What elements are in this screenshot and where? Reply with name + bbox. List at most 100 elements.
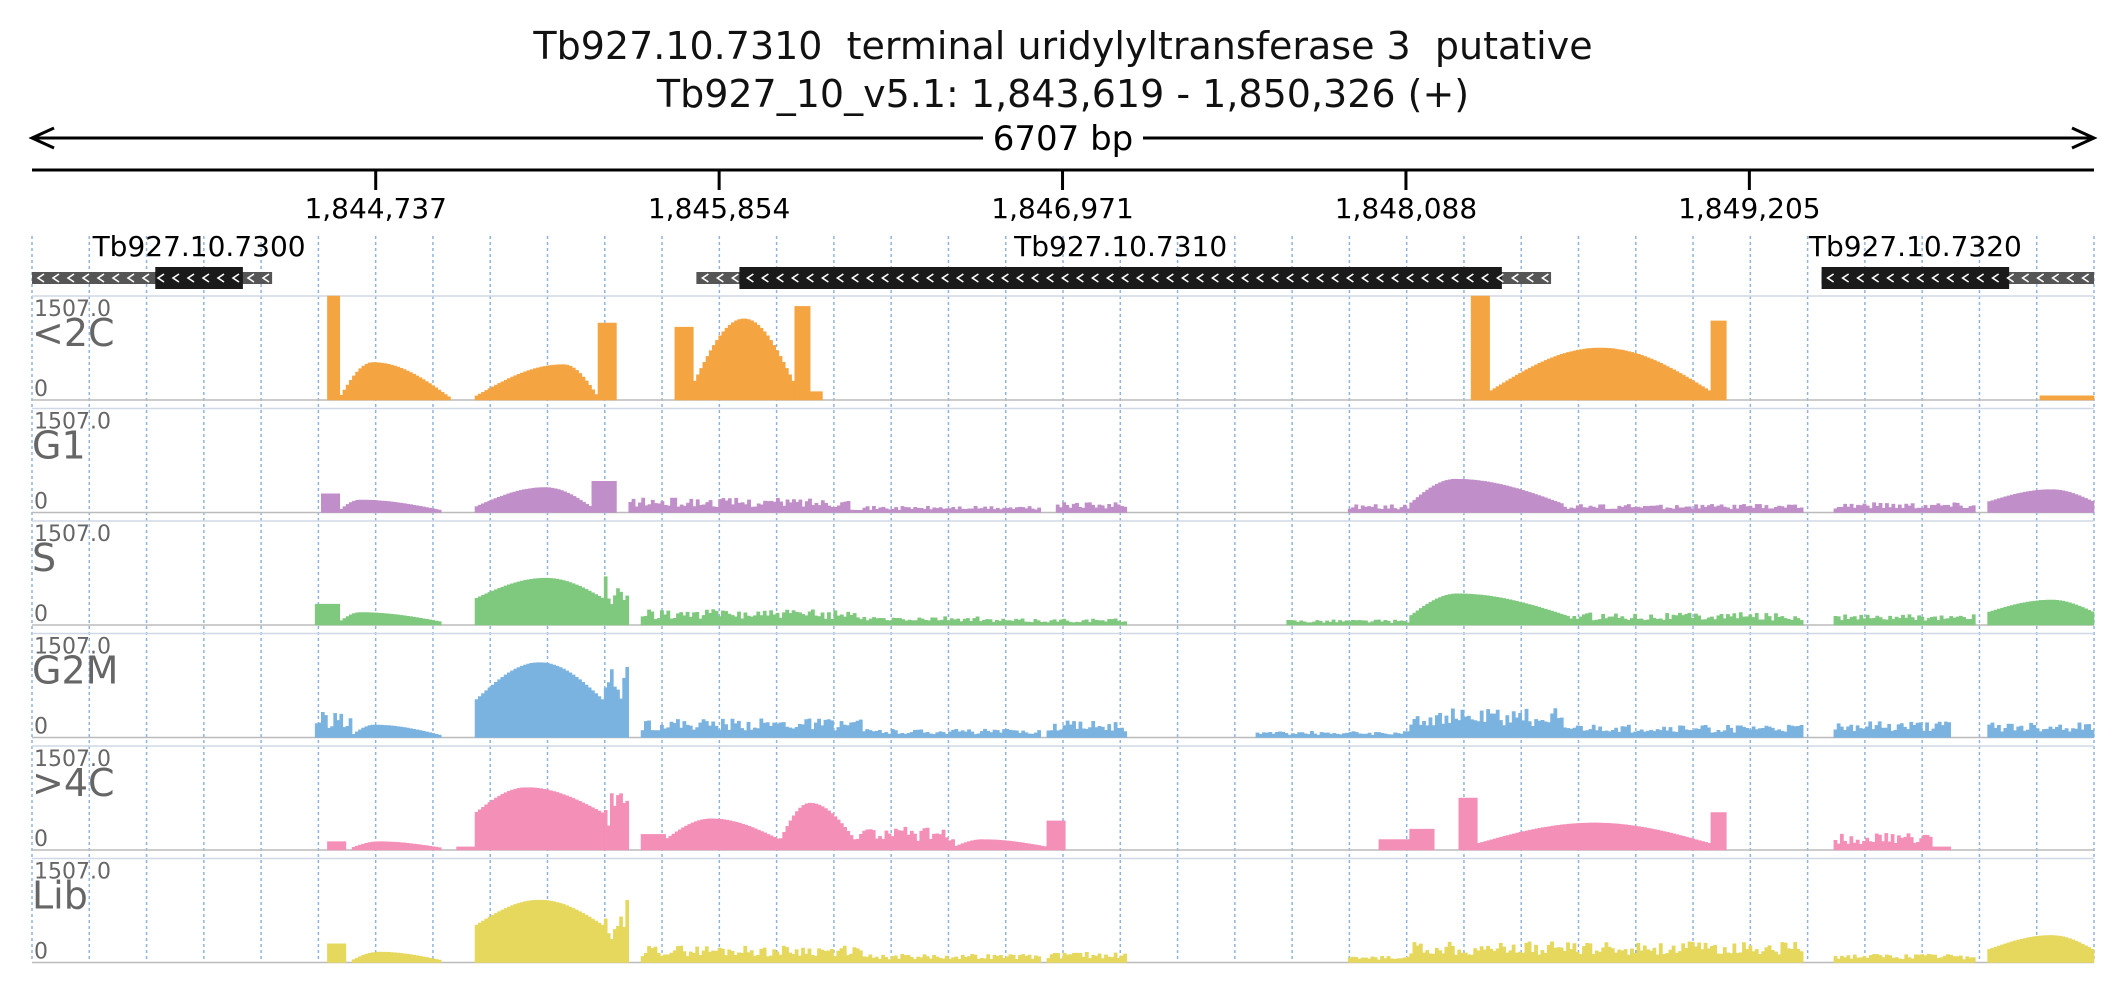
strand-arrow-icon (96, 273, 105, 283)
strand-arrow-icon (895, 273, 904, 283)
strand-arrow-icon (1946, 273, 1955, 283)
ruler-tick-label: 1,848,088 (1335, 192, 1478, 225)
strand-arrow-icon (1961, 273, 1970, 283)
strand-arrow-icon (111, 273, 120, 283)
span-length-label: 6707 bp (993, 119, 1134, 159)
strand-arrow-icon (1015, 273, 1024, 283)
coverage-bar-region (597, 322, 617, 401)
strand-arrow-icon (1435, 273, 1444, 283)
track-name-label: >4C (32, 761, 115, 805)
gene-model: Tb927.10.7300 (32, 230, 306, 289)
coverage-bar-region (327, 841, 347, 851)
strand-arrow-icon (51, 273, 60, 283)
coverage-bar-region (351, 951, 442, 963)
strand-arrow-icon (156, 273, 165, 283)
strand-arrow-icon (790, 273, 799, 283)
strand-arrow-icon (910, 273, 919, 283)
coverage-bar-region (1409, 708, 1564, 738)
track-max-label: 1507.0 (34, 522, 111, 547)
track-min-label: 0 (34, 715, 48, 740)
track-name-label: S (32, 536, 56, 580)
coverage-bar-region (1987, 599, 2095, 626)
coverage-bar-region (978, 618, 1128, 626)
strand-arrow-icon (1240, 273, 1249, 283)
coverage-bar-region (327, 943, 347, 963)
coverage-bar-region (603, 900, 630, 963)
coverage-bar-region (474, 577, 605, 626)
strand-arrow-icon (1931, 273, 1940, 283)
strand-arrow-icon (1330, 273, 1339, 283)
coverage-bar-region (314, 603, 341, 626)
coverage-bar-region (603, 576, 630, 626)
coverage-bar-region (862, 953, 1042, 963)
coverage-bar-region (954, 839, 1048, 851)
strand-arrow-icon (1210, 273, 1219, 283)
strand-arrow-icon (1886, 273, 1895, 283)
coverage-bar-region (855, 826, 955, 851)
strand-arrow-icon (985, 273, 994, 283)
coordinate-ruler: 1,844,737 1,845,854 1,846,971 1,848,088 1,84… (32, 168, 2094, 225)
strand-arrow-icon (81, 273, 90, 283)
strand-arrow-icon (261, 273, 270, 283)
strand-arrow-icon (216, 273, 225, 283)
coverage-bar-region (1409, 478, 1564, 513)
span-indicator: 6707 bp (28, 119, 2098, 159)
strand-arrows (1826, 273, 2090, 283)
strand-arrow-icon (1285, 273, 1294, 283)
track-name-label: G1 (32, 424, 86, 468)
gene-label: Tb927.10.7310 (1013, 230, 1227, 263)
ruler-tick-label: 1,846,971 (991, 192, 1134, 225)
track-name-label: G2M (32, 649, 118, 693)
coverage-bar-region (1987, 489, 2095, 513)
strand-arrow-icon (1405, 273, 1414, 283)
strand-arrow-icon (1045, 273, 1054, 283)
coverage-bar-region (1569, 612, 1804, 626)
strand-arrow-icon (171, 273, 180, 283)
coverage-bar-region (1563, 724, 1804, 738)
gene-label: Tb927.10.7300 (92, 230, 306, 263)
coverage-bar-region (628, 497, 851, 513)
strand-arrow-icon (1976, 273, 1985, 283)
coverage-bar-region (1409, 828, 1435, 851)
strand-arrow-icon (2036, 273, 2045, 283)
coverage-bar-region (591, 481, 617, 513)
track-max-label: 1507.0 (34, 747, 111, 772)
strand-arrow-icon (1841, 273, 1850, 283)
coverage-bar-region (693, 318, 796, 401)
coverage-bar-region (1833, 502, 1976, 513)
gene-cds (1821, 267, 2010, 289)
gene-label: Tb927.10.7320 (1808, 230, 2022, 263)
strand-arrow-icon (805, 273, 814, 283)
strand-arrow-icon (775, 273, 784, 283)
ruler-tick-label: 1,845,854 (648, 192, 791, 225)
coverage-bar-region (2039, 395, 2095, 401)
coverage-bar-region (321, 493, 341, 513)
coverage-bar-region (339, 612, 442, 626)
coverage-bar-region (794, 306, 811, 401)
strand-arrow-icon (1991, 273, 2000, 283)
strand-arrow-icon (1390, 273, 1399, 283)
strand-arrow-icon (835, 273, 844, 283)
coverage-bar-region (1046, 720, 1128, 738)
track-max-label: 1507.0 (34, 860, 111, 885)
track-name-label: <2C (32, 311, 115, 355)
strand-arrow-icon (66, 273, 75, 283)
coverage-bar-region (1833, 833, 1933, 851)
coverage-bar-region (474, 662, 605, 738)
strand-arrow-icon (1165, 273, 1174, 283)
arrowhead-right-icon (2071, 126, 2098, 150)
coverage-bar-region (1347, 956, 1410, 963)
coverage-bar-region (1046, 951, 1128, 963)
coverage-bar-region (640, 945, 863, 963)
strand-arrow-icon (1826, 273, 1835, 283)
strand-arrow-icon (1030, 273, 1039, 283)
coverage-bar-region (339, 499, 442, 513)
coverage-bar-region (474, 899, 605, 963)
strand-arrow-icon (1375, 273, 1384, 283)
gene-cds (739, 267, 1502, 289)
strand-arrow-icon (1510, 273, 1519, 283)
strand-arrow-icon (1360, 273, 1369, 283)
coverage-bar-region (779, 802, 857, 851)
